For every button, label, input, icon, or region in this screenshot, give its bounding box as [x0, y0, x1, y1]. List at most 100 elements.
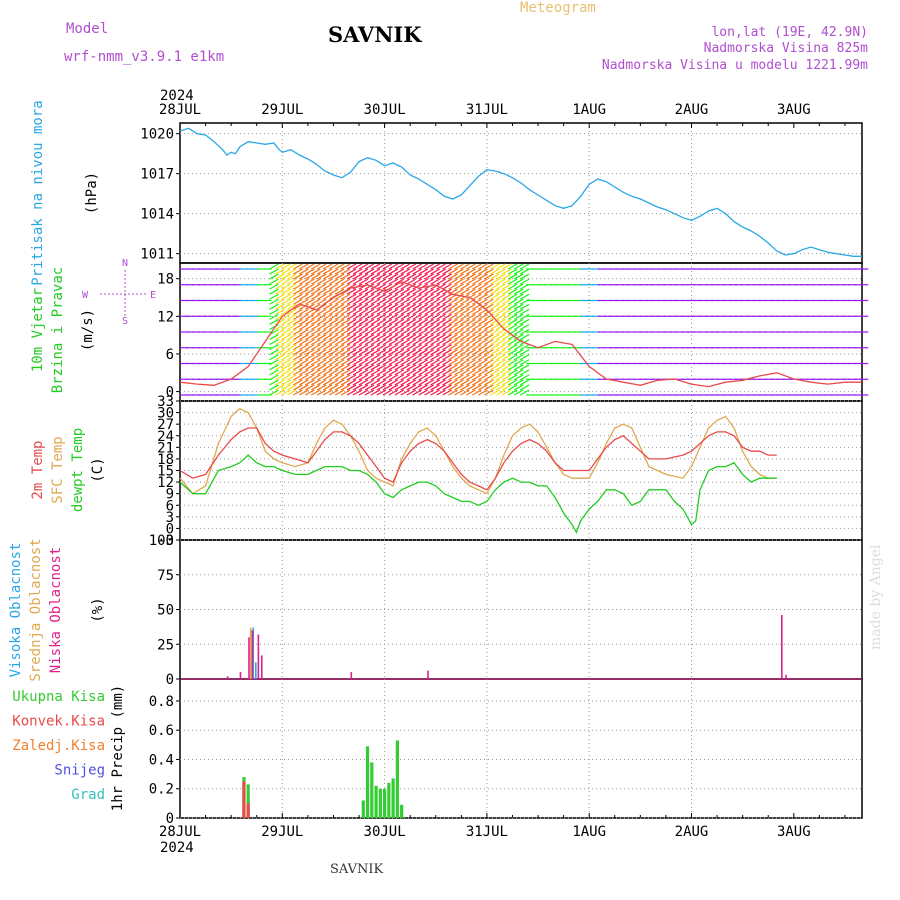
wind-barb — [334, 268, 345, 275]
wind-barb — [352, 344, 363, 351]
wind-barb — [358, 318, 369, 325]
wind-barb — [507, 389, 518, 396]
wind-barb — [394, 328, 405, 336]
wind-barb — [299, 354, 309, 361]
wind-barb — [322, 263, 333, 270]
model-name: wrf-nmm_v3.9.1 e1km — [64, 49, 225, 65]
wind-barb — [281, 384, 291, 391]
wind-barb — [424, 308, 434, 315]
wind-barb — [346, 369, 357, 376]
wind-barb — [382, 318, 393, 325]
wind-barb — [376, 379, 387, 386]
wind-barb — [406, 364, 417, 371]
wind-barb — [478, 354, 488, 361]
wind-barb — [460, 339, 470, 346]
wind-barb — [430, 339, 440, 346]
wind-barb — [370, 268, 381, 275]
wind-barb — [358, 354, 369, 361]
wind-barb — [376, 313, 387, 320]
wind-barb — [376, 273, 387, 280]
wind-barb — [466, 364, 476, 371]
high-cloud-axis-label: Visoka Oblacnost — [8, 543, 24, 678]
precip-axis-label: 1hr Precip (mm) — [110, 685, 126, 811]
wind-barb — [394, 354, 405, 361]
wind-barb — [400, 298, 411, 305]
wind-barb — [460, 323, 470, 331]
wind-barb — [513, 298, 524, 305]
wind-barb — [495, 364, 506, 371]
wind-barb — [310, 369, 321, 376]
wind-barb — [430, 278, 440, 285]
wind-barb — [328, 344, 339, 351]
wind-barb — [513, 339, 524, 346]
wind-barb — [316, 268, 327, 275]
wind-barb — [310, 349, 321, 356]
y-tick-label: -3 — [157, 533, 174, 549]
wind-barb — [495, 344, 506, 351]
wind-barb — [310, 334, 321, 341]
wind-barb — [466, 334, 476, 341]
wind-barb — [388, 273, 399, 280]
wind-barb — [418, 293, 428, 300]
wind-barb — [382, 293, 393, 300]
wind-barb — [442, 359, 452, 366]
wind-barb — [346, 339, 357, 346]
wind-barb — [490, 303, 500, 310]
wind-barb — [334, 344, 345, 351]
wind-barb — [400, 263, 411, 270]
wind-barb — [430, 273, 440, 280]
wind-barb — [412, 273, 423, 280]
wind-barb — [358, 328, 369, 336]
wind-barb — [269, 303, 279, 310]
wind-barb — [382, 313, 393, 320]
wind-barb — [519, 354, 530, 361]
wind-barb — [418, 354, 428, 361]
wind-barb — [406, 359, 417, 366]
wind-barb — [448, 354, 458, 361]
wind-barb — [454, 389, 464, 396]
wind-barb — [310, 364, 321, 371]
wind-barb — [340, 359, 351, 366]
wind-barb — [310, 384, 321, 391]
wind-barb — [478, 313, 488, 320]
wind-barb — [269, 293, 279, 300]
wind-axis-label-1: 10m Vjetar — [30, 288, 46, 372]
y-tick-label: 18 — [157, 452, 174, 468]
wind-barb — [507, 278, 518, 285]
y-tick-label: 0 — [166, 811, 174, 827]
wind-barb — [412, 354, 423, 361]
wind-barb — [424, 318, 434, 325]
y-tick-label: 25 — [157, 637, 174, 653]
wind-barb — [406, 283, 417, 290]
wind-barb — [430, 313, 440, 320]
wind-barb — [406, 313, 417, 320]
wind-barb — [484, 384, 494, 391]
wind-barb — [418, 384, 428, 391]
wind-barb — [388, 334, 399, 341]
wind-barb — [388, 288, 399, 295]
wind-barb — [382, 379, 393, 386]
wind-barb — [484, 268, 494, 275]
wind-barb — [454, 379, 464, 386]
wind-barb — [406, 379, 417, 386]
wind-barb — [430, 318, 440, 325]
wind-barb — [501, 354, 512, 361]
wind-barb — [394, 293, 405, 300]
wind-barb — [370, 389, 381, 396]
wind-barb — [388, 349, 399, 356]
wind-barb — [293, 298, 303, 305]
wind-barb — [436, 384, 446, 391]
wind-barb — [328, 369, 339, 376]
wind-barb — [507, 379, 518, 386]
y-tick-label: 6 — [166, 498, 174, 514]
wind-barb — [364, 273, 375, 280]
wind-barb — [310, 328, 321, 336]
total-precip-bar — [378, 788, 382, 818]
low-cloud-bar — [226, 676, 229, 679]
wind-barb — [328, 379, 339, 386]
wind-barb — [507, 293, 518, 300]
wind-barb — [400, 339, 411, 346]
wind-barb — [293, 379, 303, 386]
wind-barb — [334, 323, 345, 331]
wind-barb — [316, 339, 327, 346]
